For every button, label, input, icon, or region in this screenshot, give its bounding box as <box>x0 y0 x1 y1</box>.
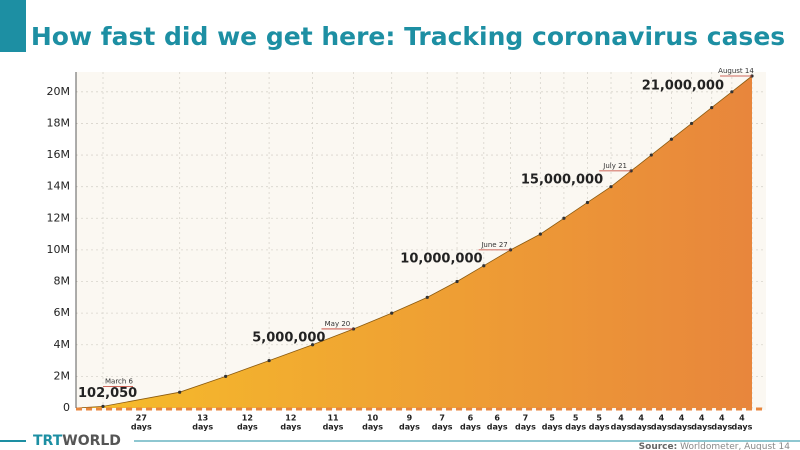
y-tick-label: 0 <box>63 401 70 414</box>
point <box>609 185 613 189</box>
interval-label: 5 <box>596 414 602 423</box>
interval-unit: days <box>192 423 213 432</box>
annotation-value: 10,000,000 <box>400 251 482 266</box>
annotation-date: August 14 <box>718 67 754 75</box>
interval-label: 6 <box>494 414 500 423</box>
annotation-date: May 20 <box>325 320 351 328</box>
point <box>390 311 394 315</box>
point <box>689 121 694 126</box>
interval-label: 6 <box>468 414 474 423</box>
point <box>310 343 315 347</box>
source-text: Worldometer, August 14 <box>680 442 790 450</box>
interval-label: 4 <box>679 414 685 423</box>
annotation-date: March 6 <box>105 377 134 385</box>
y-tick-label: 2M <box>54 369 71 382</box>
point <box>425 295 429 299</box>
interval-label: 12 <box>285 414 296 423</box>
annotation-value: 21,000,000 <box>642 79 724 94</box>
interval-label: 4 <box>638 414 644 423</box>
y-tick-label: 8M <box>54 275 71 288</box>
point <box>224 374 228 378</box>
point <box>649 153 653 157</box>
interval-unit: days <box>362 423 383 432</box>
interval-unit: days <box>460 423 481 432</box>
interval-unit: days <box>565 423 586 432</box>
interval-unit: days <box>671 423 692 432</box>
y-tick-label: 6M <box>54 306 71 319</box>
interval-label: 9 <box>407 414 413 423</box>
logo: TRTWORLD <box>33 433 121 449</box>
chart-title: How fast did we get here: Tracking coron… <box>31 22 785 51</box>
y-tick-label: 14M <box>47 180 71 193</box>
interval-label: 4 <box>699 414 705 423</box>
interval-unit: days <box>280 423 301 432</box>
interval-label: 12 <box>242 414 253 423</box>
interval-unit: days <box>611 423 632 432</box>
interval-label: 5 <box>573 414 579 423</box>
annotation-date: June 27 <box>480 241 507 249</box>
logo-b: WORLD <box>62 433 121 449</box>
interval-unit: days <box>432 423 453 432</box>
y-tick-label: 10M <box>47 243 71 256</box>
annotation-value: 102,050 <box>78 386 137 401</box>
interval-unit: days <box>515 423 536 432</box>
annotation-value: 15,000,000 <box>521 172 603 187</box>
interval-label: 5 <box>549 414 555 423</box>
point <box>562 216 566 220</box>
interval-unit: days <box>711 423 732 432</box>
interval-unit: days <box>589 423 610 432</box>
interval-label: 27 <box>136 414 147 423</box>
point <box>455 279 459 284</box>
y-tick-label: 18M <box>47 116 71 129</box>
point <box>482 264 486 268</box>
interval-unit: days <box>691 423 712 432</box>
y-tick-label: 4M <box>54 338 71 351</box>
interval-label: 4 <box>739 414 745 423</box>
interval-label: 7 <box>439 414 445 423</box>
annotation-value: 5,000,000 <box>252 330 325 345</box>
point <box>730 90 734 94</box>
interval-label: 4 <box>618 414 624 423</box>
area <box>76 76 752 408</box>
source: Source: Worldometer, August 14 <box>639 442 791 450</box>
point <box>669 137 674 141</box>
point <box>538 232 542 236</box>
point <box>101 404 105 408</box>
annotation-date: July 21 <box>602 162 627 170</box>
interval-label: 4 <box>719 414 725 423</box>
interval-unit: days <box>131 423 152 432</box>
source-label: Source: <box>639 442 678 450</box>
interval-label: 7 <box>523 414 529 423</box>
interval-unit: days <box>542 423 563 432</box>
point <box>629 169 633 173</box>
interval-label: 10 <box>367 414 379 423</box>
point <box>267 358 271 363</box>
y-tick-label: 20M <box>47 85 71 98</box>
point <box>585 200 590 205</box>
interval-unit: days <box>237 423 258 432</box>
interval-label: 4 <box>659 414 665 423</box>
title-tab <box>0 0 26 52</box>
interval-unit: days <box>631 423 652 432</box>
interval-unit: days <box>399 423 420 432</box>
interval-label: 11 <box>327 414 339 423</box>
interval-unit: days <box>323 423 344 432</box>
logo-a: TRT <box>33 433 63 449</box>
point <box>178 390 182 394</box>
y-tick-label: 16M <box>47 148 71 161</box>
interval-unit: days <box>487 423 508 432</box>
point <box>710 106 714 110</box>
y-tick-label: 12M <box>47 211 71 224</box>
interval-unit: days <box>731 423 752 432</box>
interval-unit: days <box>651 423 672 432</box>
interval-label: 13 <box>197 414 208 423</box>
